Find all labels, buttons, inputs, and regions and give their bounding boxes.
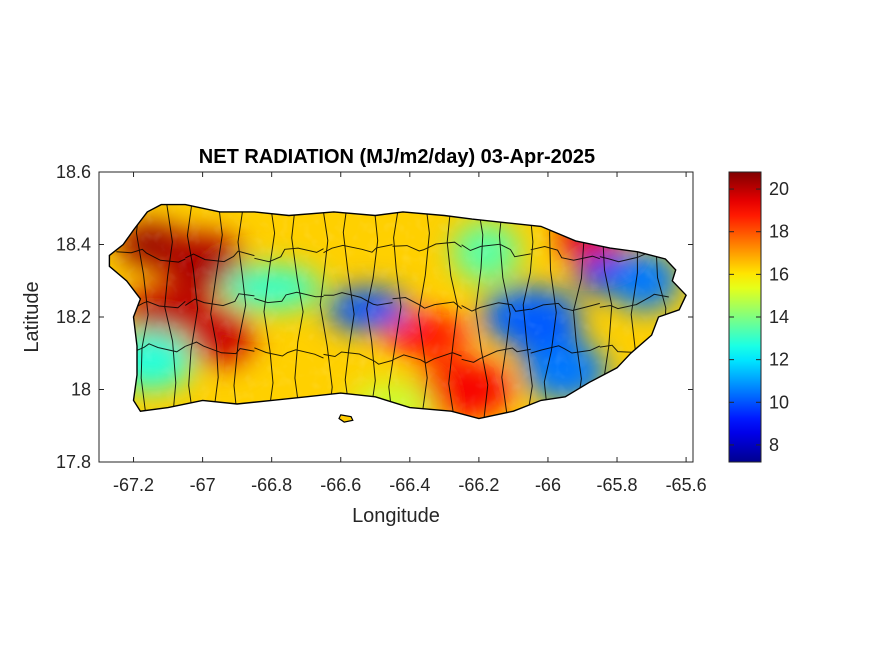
x-tick-label: -66.6 [320, 475, 361, 495]
municipality-border [530, 245, 600, 261]
x-axis-label: Longitude [352, 505, 440, 527]
municipality-border [498, 204, 511, 419]
municipality-border [530, 345, 601, 354]
municipality-border [446, 204, 459, 419]
municipality-border [323, 244, 393, 254]
municipality-border [116, 248, 186, 263]
y-axis: 17.8 18 18.2 18.4 18.6 [56, 162, 693, 472]
municipality-border [233, 204, 247, 419]
y-tick-label: 18.6 [56, 162, 91, 182]
municipality-border [254, 347, 324, 359]
municipality-border [543, 204, 557, 419]
x-tick-label: -67 [190, 475, 216, 495]
municipality-border [461, 302, 531, 312]
x-tick-label: -66.4 [389, 475, 430, 495]
x-tick-label: -65.6 [666, 475, 707, 495]
x-tick-label: -66.8 [251, 475, 292, 495]
municipality-border [323, 351, 393, 365]
municipality-border [254, 247, 324, 263]
municipality-border [323, 292, 393, 306]
y-axis-label: Latitude [21, 281, 43, 352]
municipality-border [461, 347, 531, 363]
colorbar-tick-label: 16 [769, 264, 789, 284]
x-tick-label: -65.8 [597, 475, 638, 495]
municipality-border [417, 204, 430, 419]
municipality-border [392, 352, 462, 364]
municipality-border [522, 204, 534, 419]
y-tick-label: 18.4 [56, 235, 91, 255]
colorbar-tick-label: 18 [769, 222, 789, 242]
colorbar-tick-label: 12 [769, 350, 789, 370]
municipality-border [135, 204, 149, 419]
colorbar-tick-label: 20 [769, 179, 789, 199]
municipality-border [254, 291, 324, 304]
municipality-border [185, 250, 255, 263]
municipality-border [530, 302, 600, 312]
y-tick-label: 18 [71, 380, 91, 400]
chart-title: NET RADIATION (MJ/m2/day) 03-Apr-2025 [199, 146, 595, 168]
municipality-border [392, 296, 462, 310]
colorbar-tick-label: 10 [769, 392, 789, 412]
municipality-border [388, 204, 402, 419]
colorbar-tick-label: 8 [769, 435, 779, 455]
x-tick-label: -67.2 [113, 475, 154, 495]
colorbar-ticks: 8 10 12 14 16 18 20 [729, 179, 789, 455]
municipality-border [366, 204, 379, 419]
small-island [338, 414, 354, 423]
municipality-border [210, 204, 223, 419]
municipality-border [319, 204, 333, 419]
x-tick-label: -66.2 [458, 475, 499, 495]
y-tick-label: 18.2 [56, 307, 91, 327]
municipality-border [342, 204, 355, 419]
municipality-border [461, 243, 531, 258]
y-tick-label: 17.8 [56, 452, 91, 472]
colorbar-tick-label: 14 [769, 307, 789, 327]
municipality-border [185, 341, 255, 355]
municipality-border [291, 204, 304, 419]
x-tick-label: -66 [535, 475, 561, 495]
municipality-border [185, 293, 255, 307]
municipality-border [599, 293, 669, 310]
island-outline [108, 203, 687, 420]
municipality-border [263, 204, 276, 419]
municipality-border [186, 204, 199, 419]
municipality-border [392, 241, 462, 252]
x-axis: -67.2 -67 -66.8 -66.6 -66.4 -66.2 -66 -65.8 -65.… [113, 172, 707, 495]
